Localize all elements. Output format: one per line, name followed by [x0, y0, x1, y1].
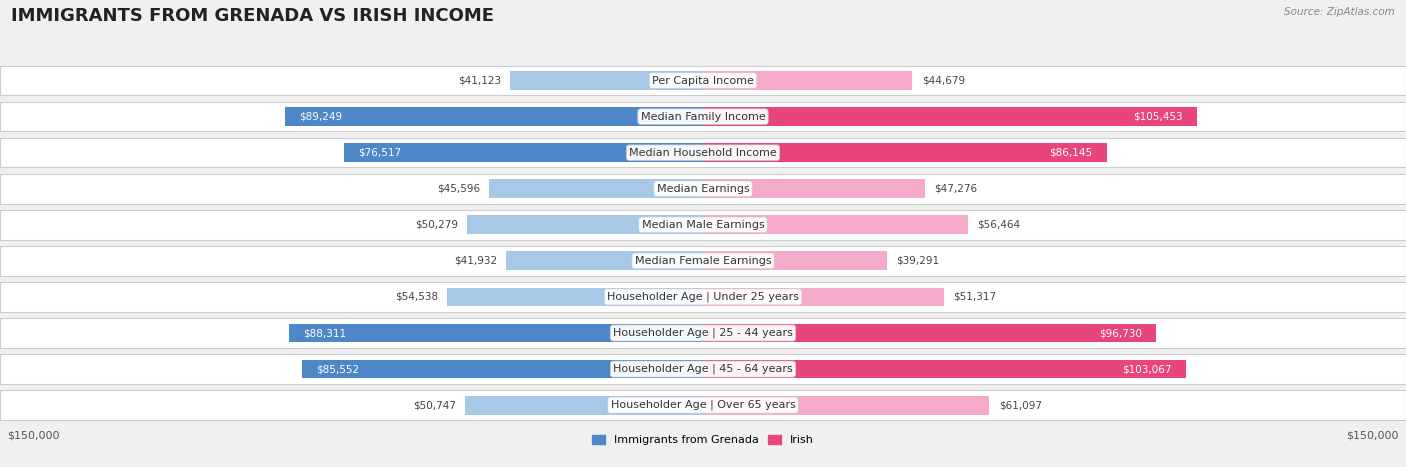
Bar [344, 143, 703, 162]
Bar [447, 288, 703, 306]
Bar [0, 210, 1406, 240]
Text: $88,311: $88,311 [304, 328, 346, 338]
Bar [0, 318, 1406, 348]
Bar [703, 324, 1156, 342]
Text: $105,453: $105,453 [1133, 112, 1184, 121]
Bar [290, 324, 703, 342]
Bar [506, 252, 703, 270]
Text: Householder Age | 45 - 64 years: Householder Age | 45 - 64 years [613, 364, 793, 375]
Text: Householder Age | Over 65 years: Householder Age | Over 65 years [610, 400, 796, 410]
Text: $47,276: $47,276 [934, 184, 977, 194]
Text: $96,730: $96,730 [1099, 328, 1142, 338]
Text: $86,145: $86,145 [1049, 148, 1092, 158]
Bar [0, 138, 1406, 168]
Bar [467, 215, 703, 234]
Bar [465, 396, 703, 415]
Bar [0, 354, 1406, 384]
Text: Median Family Income: Median Family Income [641, 112, 765, 121]
Bar [0, 66, 1406, 95]
Bar [703, 71, 912, 90]
Text: $54,538: $54,538 [395, 292, 439, 302]
Text: $103,067: $103,067 [1122, 364, 1173, 374]
Text: $41,123: $41,123 [458, 76, 501, 85]
Text: Median Male Earnings: Median Male Earnings [641, 220, 765, 230]
Text: Median Earnings: Median Earnings [657, 184, 749, 194]
Bar [0, 102, 1406, 131]
Text: $41,932: $41,932 [454, 256, 498, 266]
Text: $44,679: $44,679 [922, 76, 965, 85]
Text: $61,097: $61,097 [998, 400, 1042, 410]
Text: Per Capita Income: Per Capita Income [652, 76, 754, 85]
Text: Householder Age | Under 25 years: Householder Age | Under 25 years [607, 292, 799, 302]
Text: Median Household Income: Median Household Income [628, 148, 778, 158]
Bar [0, 174, 1406, 204]
Bar [703, 143, 1107, 162]
Text: $85,552: $85,552 [316, 364, 359, 374]
Text: $50,279: $50,279 [415, 220, 458, 230]
Bar [703, 252, 887, 270]
Bar [0, 390, 1406, 420]
Bar [489, 179, 703, 198]
Bar [0, 246, 1406, 276]
Bar [703, 396, 990, 415]
Bar [703, 107, 1198, 126]
Text: $76,517: $76,517 [359, 148, 402, 158]
Bar [510, 71, 703, 90]
Bar [703, 215, 967, 234]
Text: $89,249: $89,249 [299, 112, 342, 121]
Text: $39,291: $39,291 [897, 256, 939, 266]
Text: Source: ZipAtlas.com: Source: ZipAtlas.com [1284, 7, 1395, 17]
Text: Median Female Earnings: Median Female Earnings [634, 256, 772, 266]
Text: IMMIGRANTS FROM GRENADA VS IRISH INCOME: IMMIGRANTS FROM GRENADA VS IRISH INCOME [11, 7, 495, 25]
Bar [0, 282, 1406, 312]
Bar [302, 360, 703, 378]
Text: $51,317: $51,317 [953, 292, 995, 302]
Text: Householder Age | 25 - 44 years: Householder Age | 25 - 44 years [613, 328, 793, 338]
Bar [703, 179, 925, 198]
Bar [703, 288, 943, 306]
Text: $150,000: $150,000 [1347, 431, 1399, 440]
Text: $45,596: $45,596 [437, 184, 479, 194]
Text: $50,747: $50,747 [413, 400, 456, 410]
Bar [703, 360, 1187, 378]
Legend: Immigrants from Grenada, Irish: Immigrants from Grenada, Irish [588, 431, 818, 450]
Text: $150,000: $150,000 [7, 431, 59, 440]
Bar [285, 107, 703, 126]
Text: $56,464: $56,464 [977, 220, 1021, 230]
